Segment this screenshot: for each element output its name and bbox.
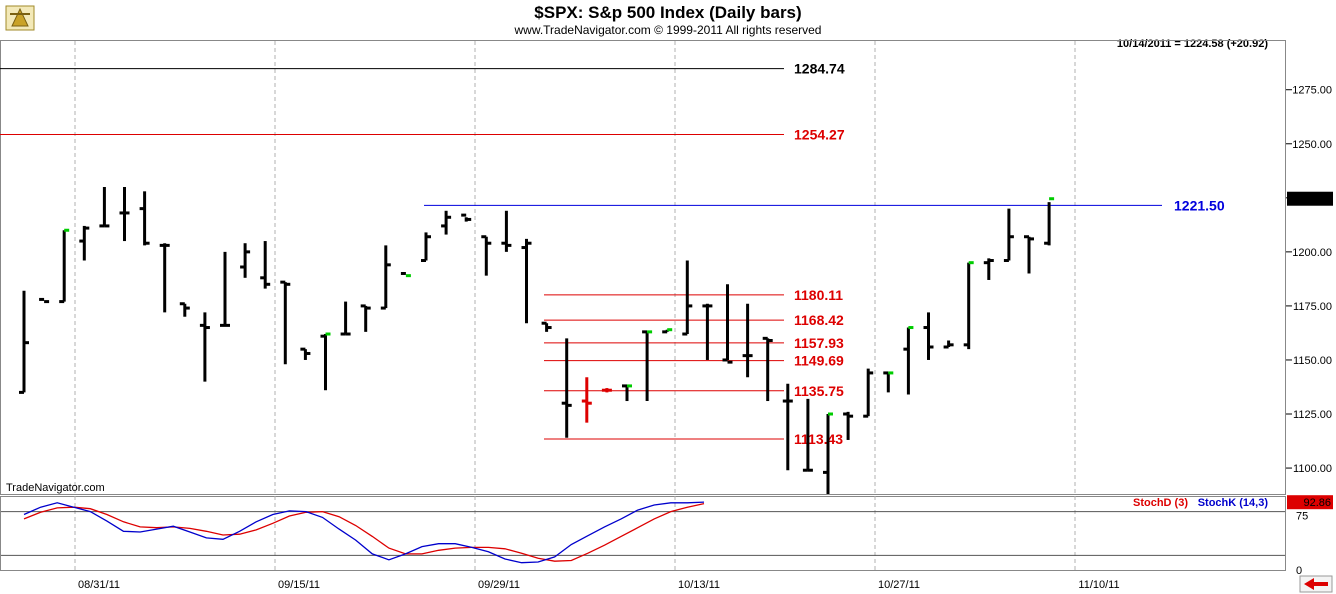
ohlc-bar — [903, 326, 914, 395]
stoch-last-label: 92.86 — [1303, 497, 1331, 509]
price-panel-frame — [0, 40, 1286, 495]
ohlc-bar — [360, 304, 371, 332]
ohlc-bar — [300, 347, 311, 360]
ohlc-bar — [802, 398, 813, 472]
level-label: 1284.74 — [794, 61, 845, 77]
price-levels: 1284.74 1254.27 1221.50 1180.11 1168.42 1157.… — [0, 61, 1225, 447]
ohlc-bar — [320, 332, 331, 391]
scroll-left-arrow-icon[interactable] — [1299, 575, 1333, 593]
ohlc-bar — [762, 336, 773, 402]
ohlc-bar — [622, 384, 632, 402]
ohlc-bar — [481, 235, 492, 276]
y-tick-label: 1125.00 — [1293, 409, 1332, 421]
ohlc-bar — [400, 271, 411, 278]
watermark: TradeNavigator.com — [6, 482, 105, 494]
ohlc-bar — [662, 328, 673, 334]
ohlc-bar — [461, 213, 472, 222]
x-tick-label: 11/10/11 — [1078, 579, 1119, 591]
stoch-series-line — [23, 501, 705, 564]
ohlc-bar — [521, 238, 532, 324]
ohlc-bar — [139, 191, 150, 246]
scale-logo-icon[interactable] — [5, 5, 35, 31]
ohlc-bar — [179, 302, 190, 317]
ohlc-bar — [682, 260, 693, 336]
ohlc-bar — [501, 210, 512, 252]
ohlc-bar — [280, 280, 291, 365]
ohlc-bar — [923, 312, 934, 360]
y-tick-label: 1100.00 — [1293, 463, 1332, 475]
ohlc-bar — [99, 187, 110, 228]
ohlc-bar — [380, 245, 391, 310]
ohlc-bar — [581, 377, 592, 423]
ohlc-bar — [1044, 197, 1055, 246]
y-tick-label: 1275.00 — [1292, 85, 1332, 97]
ohlc-bar — [541, 321, 552, 332]
level-label: 1221.50 — [1174, 197, 1225, 213]
chart-title: $SPX: S&p 500 Index (Daily bars) — [534, 3, 801, 22]
x-tick-label: 09/15/11 — [278, 579, 320, 591]
y-tick-label: 1200.00 — [1292, 247, 1332, 259]
stoch-y-tick-label: 0 — [1296, 565, 1302, 577]
ohlc-bar — [823, 412, 833, 494]
ohlc-bar — [199, 312, 210, 382]
y-tick-label: 1150.00 — [1293, 355, 1332, 367]
legend-stochK: StochK (14,3) — [1198, 497, 1269, 509]
ohlc-bar — [79, 225, 90, 261]
ohlc-bar — [943, 340, 954, 349]
y-tick-label: 1250.00 — [1292, 139, 1332, 151]
level-label: 1149.69 — [794, 353, 844, 369]
last-price-info: 10/14/2011 = 1224.58 (+20.92) — [1117, 38, 1268, 50]
ohlc-bar — [863, 368, 874, 418]
last-price-badge — [1287, 191, 1333, 206]
stoch-series-line — [23, 502, 705, 562]
x-tick-label: 10/27/11 — [878, 579, 920, 591]
ohlc-bar — [1024, 235, 1034, 274]
stoch-panel-frame — [0, 496, 1286, 571]
ohlc-bar — [240, 243, 251, 278]
x-tick-label: 10/13/11 — [678, 579, 720, 591]
ohlc-bar — [883, 371, 894, 393]
ohlc-bar — [260, 241, 271, 289]
level-label: 1157.93 — [794, 335, 844, 351]
ohlc-bar — [702, 303, 713, 360]
ohlc-bar — [119, 187, 130, 242]
level-label: 1168.42 — [794, 312, 844, 328]
legend-stochD: StochD (3) — [1133, 497, 1188, 509]
stoch-y-tick-label: 75 — [1296, 510, 1308, 522]
ohlc-bar — [421, 232, 431, 263]
level-label: 1254.27 — [794, 127, 845, 143]
chart-subtitle: www.TradeNavigator.com © 1999-2011 All r… — [514, 23, 822, 37]
ohlc-bar — [561, 338, 572, 438]
ohlc-bar — [742, 303, 753, 378]
y-tick-label: 1175.00 — [1293, 301, 1332, 313]
ohlc-bar — [782, 383, 793, 471]
level-label: 1135.75 — [794, 383, 844, 399]
ohlc-bar — [39, 297, 50, 304]
level-label: 1180.11 — [794, 287, 843, 303]
stoch-last-badge — [1287, 495, 1333, 510]
ohlc-bar — [441, 210, 452, 235]
level-label: 1113.43 — [794, 431, 843, 447]
ohlc-bar — [59, 228, 70, 304]
date-axis: 08/31/11 09/15/11 09/29/11 10/13/11 10/27/11… — [78, 579, 1120, 591]
price-bars — [19, 187, 1055, 494]
ohlc-bar — [1003, 208, 1014, 263]
ohlc-bar — [340, 301, 351, 336]
x-tick-label: 08/31/11 — [78, 579, 120, 591]
ohlc-bar — [642, 330, 653, 402]
ohlc-bar — [159, 243, 170, 313]
ohlc-bar — [983, 258, 994, 280]
ohlc-bar — [722, 284, 733, 364]
price-axis: 1100.001125.001150.001175.001200.001225.… — [1286, 85, 1333, 475]
last-price-label: 1224.58 — [1291, 194, 1331, 206]
ohlc-bar — [19, 290, 29, 394]
ohlc-bar — [843, 411, 854, 440]
x-tick-label: 09/29/11 — [478, 579, 520, 591]
ohlc-bar — [220, 251, 230, 327]
ohlc-bar — [963, 261, 974, 350]
ohlc-bar — [601, 388, 612, 393]
